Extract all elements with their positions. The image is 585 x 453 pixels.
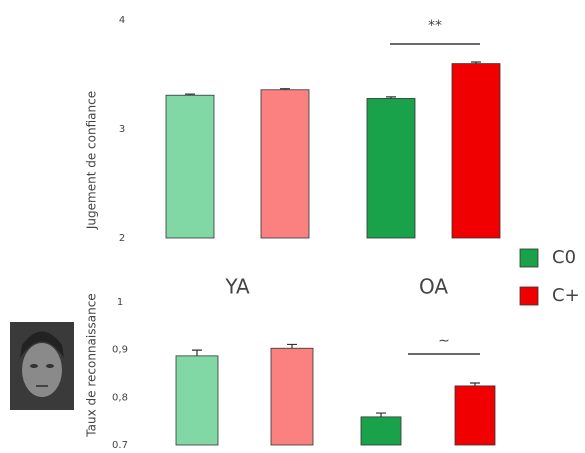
legend-label: C0	[552, 247, 576, 268]
error-bar	[386, 96, 396, 99]
bar	[260, 89, 310, 239]
y-tick-label: 4	[119, 15, 125, 26]
y-tick-label: 1	[117, 297, 123, 308]
error-bar	[280, 88, 290, 90]
error-bar	[470, 382, 480, 386]
bar	[360, 416, 402, 446]
error-bar	[376, 412, 386, 417]
bar	[175, 355, 219, 446]
y-tick-label: 3	[119, 124, 125, 135]
y-axis-label: Taux de reconnaissance	[85, 293, 99, 437]
y-axis-label: Jugement de confiance	[85, 91, 99, 230]
category-label: OA	[419, 275, 448, 299]
bar	[165, 94, 215, 239]
significance-label: **	[428, 18, 442, 34]
legend-swatch	[519, 248, 539, 268]
bar	[366, 98, 416, 239]
error-bar	[185, 93, 195, 96]
error-bar	[287, 343, 297, 349]
error-bar	[471, 61, 481, 64]
bar	[454, 385, 496, 446]
category-label: YA	[224, 275, 250, 299]
y-tick-label: 0,8	[112, 392, 128, 403]
legend-label: C+	[552, 285, 580, 306]
y-tick-label: 0,9	[112, 345, 128, 356]
y-tick-label: 0.7	[112, 440, 128, 449]
bar	[451, 63, 501, 239]
significance-label: ∼	[438, 333, 450, 349]
y-tick-label: 2	[119, 233, 125, 244]
legend-swatch	[519, 286, 539, 306]
bar	[270, 347, 314, 446]
error-bar	[192, 349, 202, 356]
face-photo	[10, 322, 74, 410]
